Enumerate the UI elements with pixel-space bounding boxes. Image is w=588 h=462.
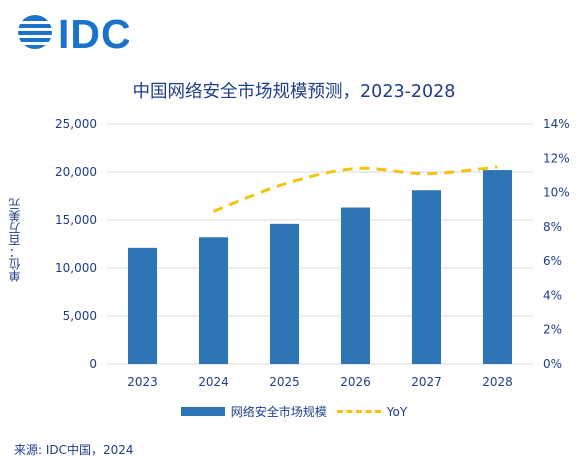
y-tick-label: 5,000: [63, 309, 97, 323]
y2-tick-label: 8%: [543, 220, 562, 234]
legend-item-bar: 网络安全市场规模: [180, 403, 327, 420]
y-tick-label: 10,000: [55, 261, 97, 275]
y2-tick-label: 2%: [543, 323, 562, 337]
legend-line-label: YoY: [386, 404, 408, 419]
legend: 网络安全市场规模 YoY: [0, 403, 588, 420]
y2-tick-label: 4%: [543, 288, 562, 302]
logo-text: IDC: [58, 12, 132, 54]
x-tick-label: 2023: [127, 375, 158, 389]
x-tick-label: 2024: [198, 375, 229, 389]
legend-item-line: YoY: [336, 404, 408, 419]
chart-title: 中国网络安全市场规模预测，2023-2028: [132, 82, 456, 102]
y2-tick-label: 14%: [543, 117, 570, 131]
x-tick-label: 2028: [482, 375, 513, 389]
idc-logo: IDC: [18, 12, 132, 54]
y-tick-label: 15,000: [55, 213, 97, 227]
y2-tick-label: 10%: [543, 186, 570, 200]
yoy-line: [212, 165, 498, 213]
source-note: 来源: IDC中国，2024: [14, 443, 134, 457]
x-tick-label: 2026: [340, 375, 371, 389]
bar: [199, 237, 228, 364]
legend-line-swatch: [336, 410, 381, 413]
globe-icon: [18, 15, 52, 49]
bar: [341, 207, 370, 364]
bar: [270, 223, 299, 364]
y2-tick-label: 0%: [543, 357, 562, 371]
chart-plot: 0 5,000 10,000 15,000 20,000 25,000 0% 2% 4% 6% 8%…: [55, 117, 570, 389]
x-tick-label: 2025: [269, 375, 300, 389]
y-tick-label: 0: [89, 357, 97, 371]
legend-bar-swatch: [180, 407, 225, 416]
y2-tick-label: 12%: [543, 151, 570, 165]
y-tick-label: 25,000: [55, 117, 97, 131]
bar: [483, 170, 512, 364]
bar: [412, 190, 441, 364]
y-tick-label: 20,000: [55, 165, 97, 179]
legend-bar-label: 网络安全市场规模: [230, 405, 327, 419]
y2-tick-label: 6%: [543, 254, 562, 268]
x-tick-label: 2027: [411, 375, 442, 389]
bar: [128, 247, 157, 364]
